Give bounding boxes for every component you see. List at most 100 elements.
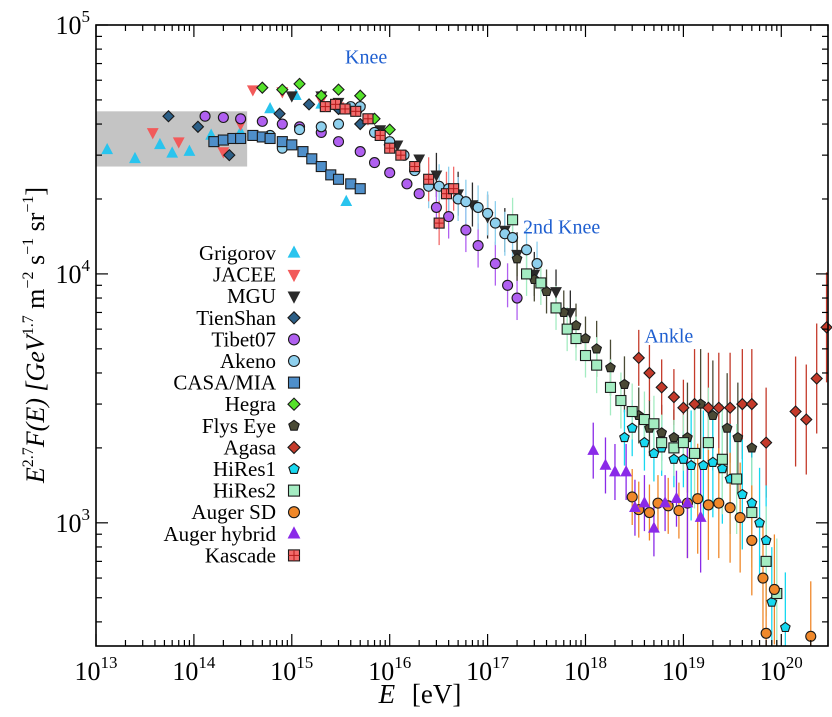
point-hires2 [760,555,772,567]
point-tienshan [273,107,286,121]
point-hires1 [685,459,697,471]
point-grigorov [340,194,353,207]
x-axis-label: E [eV] [378,679,462,709]
point-mgu [285,91,298,103]
point-grigorov [101,142,114,155]
legend-label-kascade: Kascade [205,543,276,567]
legend-marker-agasa [287,440,301,455]
point-casa-mia [332,173,345,185]
point-agasa [745,397,759,411]
point-tibet07 [460,224,472,236]
tick-labels: 1013 1014 1015 1016 1017 1018 1019 1020 103 104 10… [56,7,803,686]
y-tick-label: 103 [56,505,91,538]
point-grigorov [154,137,166,150]
point-akeno [482,207,494,219]
annotation-ankle: Ankle [644,326,693,348]
x-tick-label: 1020 [760,653,803,686]
legend-label-agasa: Agasa [224,435,277,459]
point-hires2 [648,418,660,430]
y-tick-label: 104 [56,256,91,289]
point-auger-sd [724,502,736,514]
point-casa-mia [264,132,276,145]
legend-label-jacee: JACEE [213,263,276,287]
point-jacee [172,137,185,149]
x-tick-label: 1014 [172,653,216,686]
point-hires2 [591,359,603,371]
point-casa-mia [286,139,298,151]
point-hires1 [677,453,689,464]
point-hires2 [579,349,592,362]
point-casa-mia [297,146,309,158]
point-hires1 [779,621,791,633]
legend-label-mgu: MGU [227,284,276,308]
point-casa-mia [315,160,327,173]
point-hegra [353,89,367,102]
x-tick-label: 1019 [662,653,705,686]
point-hires2 [604,381,617,393]
x-tick-label: 1017 [466,653,510,686]
point-grigorov [264,102,276,114]
y-axis-label: E2.7F(E) [GeV1.7 m−2 s−1 sr−1] [20,187,50,484]
y-tick-label: 105 [56,7,91,40]
point-agasa [810,372,823,385]
point-hires2 [535,277,547,289]
point-auger-hybrid [694,510,707,522]
point-tibet07 [472,240,484,252]
point-auger-hybrid [609,465,621,477]
point-tibet07 [217,111,229,124]
point-hires1 [707,456,719,467]
legend-marker-auger-sd [287,506,301,519]
point-hires1 [648,447,660,459]
point-akeno [472,201,484,213]
point-akeno [507,231,519,244]
point-tibet07 [256,115,268,127]
legend-label-akeno: Akeno [220,349,276,373]
point-hires2 [702,437,714,449]
point-casa-mia [208,136,220,148]
point-hires2 [615,394,627,407]
annotation-knee: Knee [345,47,387,69]
point-hires1 [697,459,709,471]
legend-marker-grigorov [287,245,301,258]
legend-label-auger-sd: Auger SD [191,500,276,524]
point-hegra [332,83,345,96]
point-flys-eye [732,431,744,443]
point-auger-sd [734,512,746,524]
axis-ticks [95,24,829,646]
point-hires2 [550,302,562,314]
point-auger-hybrid [620,465,633,477]
point-auger-sd [746,534,758,546]
point-hires2 [656,437,668,449]
legend-label-flys-eye: Flys Eye [202,414,276,438]
point-agasa [800,413,813,426]
point-hires2 [521,268,533,280]
legend-marker-hires2 [287,484,301,497]
point-hires2 [570,332,582,345]
point-hires2 [561,323,573,335]
point-flys-eye [591,343,603,354]
point-agasa [643,366,656,380]
point-casa-mia [354,183,366,195]
point-jacee [146,128,159,140]
legend: GrigorovJACEEMGUTienShanTibet07AkenoCASA… [163,241,301,567]
point-grigorov [129,151,141,164]
point-tienshan [302,98,316,111]
annotations: Knee 2nd Knee Ankle [345,47,693,348]
point-hires1 [760,534,772,545]
point-hires2 [507,214,519,226]
point-mgu [413,154,426,166]
point-hires2 [626,405,638,418]
legend-label-tienshan: TienShan [196,306,276,330]
point-agasa [759,436,773,449]
point-mgu [550,287,562,299]
legend-label-hires2: HiRes2 [213,479,276,503]
x-tick-label: 1015 [270,653,313,686]
point-casa-mia [217,134,229,146]
point-agasa [789,405,802,418]
point-tibet07 [368,157,381,169]
point-flys-eye [511,253,523,264]
x-tick-label: 1016 [368,653,411,686]
point-casa-mia [235,132,247,145]
point-tibet07 [443,211,455,223]
